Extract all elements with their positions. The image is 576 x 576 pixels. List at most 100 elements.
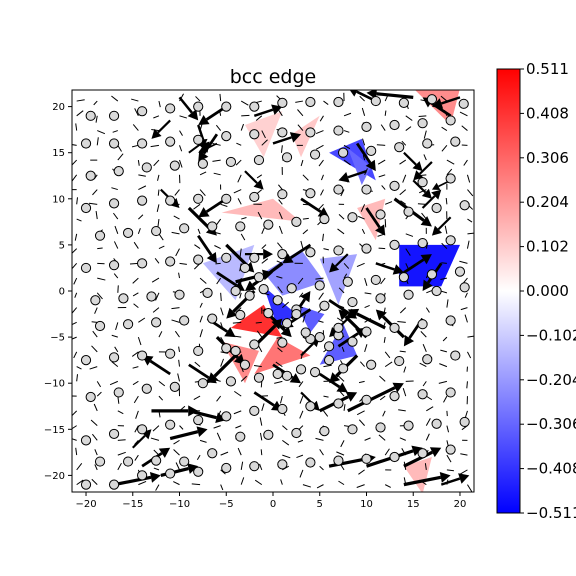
atom-marker — [319, 426, 330, 437]
background-arrow — [384, 484, 391, 488]
plot-background — [72, 90, 474, 492]
background-arrow — [261, 244, 267, 249]
background-arrow — [152, 307, 160, 313]
atom-marker — [361, 453, 372, 464]
background-arrow — [152, 425, 160, 432]
background-arrow — [96, 137, 99, 146]
background-arrow — [315, 144, 324, 150]
atom-marker — [137, 424, 148, 435]
background-arrow — [261, 139, 268, 146]
x-tick-label: 20 — [454, 499, 467, 510]
background-arrow — [320, 174, 324, 181]
background-arrow — [91, 345, 98, 353]
atom-marker — [80, 479, 92, 490]
background-arrow — [282, 454, 291, 459]
background-arrow — [297, 439, 304, 443]
background-arrow — [171, 231, 180, 235]
atom-marker — [361, 121, 372, 132]
atom-marker — [347, 212, 358, 223]
background-arrow — [138, 214, 144, 220]
y-tick-label: −20 — [44, 471, 65, 482]
background-arrow — [235, 159, 242, 166]
background-arrow — [282, 439, 290, 446]
background-arrow — [91, 321, 98, 323]
colorbar-tick-label: 0.000 — [526, 282, 569, 300]
background-arrow — [380, 124, 386, 131]
atom-marker — [108, 428, 120, 440]
background-arrow — [193, 203, 201, 210]
background-arrow — [137, 336, 142, 346]
atom-marker — [450, 350, 461, 361]
atom-marker — [370, 95, 381, 107]
background-arrow — [255, 115, 263, 121]
background-arrow — [420, 331, 427, 338]
background-arrow — [256, 100, 262, 103]
displacement-arrow — [431, 216, 452, 236]
background-arrow — [460, 307, 468, 311]
background-arrow — [213, 172, 221, 176]
atom-marker — [291, 427, 302, 439]
background-arrow — [74, 292, 78, 298]
background-arrow — [138, 317, 146, 323]
field-patch — [399, 244, 460, 287]
background-arrow — [300, 351, 304, 360]
atom-marker — [80, 202, 92, 214]
displacement-arrow — [188, 363, 217, 384]
background-arrow — [239, 292, 242, 299]
background-arrow — [275, 361, 283, 368]
background-arrow — [240, 123, 245, 131]
background-arrow — [193, 395, 201, 401]
background-arrow — [97, 130, 106, 135]
background-arrow — [133, 241, 139, 249]
background-arrow — [378, 174, 386, 178]
background-arrow — [379, 395, 386, 401]
background-arrow — [383, 337, 386, 343]
displacement-arrow — [282, 243, 312, 264]
background-arrow — [91, 433, 98, 441]
background-arrow — [403, 461, 407, 470]
background-arrow — [240, 233, 246, 241]
background-arrow — [234, 390, 242, 397]
background-arrow — [276, 275, 283, 279]
atom-marker — [108, 110, 120, 121]
background-arrow — [360, 204, 366, 212]
background-arrow — [382, 410, 386, 417]
atom-marker — [122, 227, 134, 239]
background-arrow — [72, 248, 78, 254]
background-arrow — [173, 481, 180, 486]
background-arrow — [213, 425, 221, 429]
atom-marker — [249, 101, 260, 112]
atom-marker — [305, 457, 316, 468]
background-arrow — [323, 410, 329, 417]
atom-marker — [333, 322, 344, 333]
atom-marker — [108, 138, 120, 149]
background-arrow — [153, 449, 160, 456]
chart-title: bcc edge — [230, 66, 317, 88]
background-arrow — [340, 189, 345, 197]
background-arrow — [399, 437, 406, 441]
atom-marker — [370, 274, 381, 286]
background-arrow — [377, 233, 386, 237]
background-arrow — [405, 115, 413, 121]
atom-marker — [277, 337, 288, 348]
displacement-arrow — [347, 308, 386, 330]
background-arrow — [317, 203, 324, 211]
background-arrow — [220, 358, 225, 367]
plot-area — [72, 90, 474, 492]
background-arrow — [364, 344, 368, 352]
atom-marker — [244, 290, 255, 301]
background-arrow — [425, 433, 430, 441]
background-arrow — [158, 380, 166, 387]
atom-marker — [291, 216, 302, 227]
background-arrow — [113, 241, 119, 249]
background-arrow — [425, 307, 430, 313]
background-arrow — [114, 346, 119, 353]
background-arrow — [364, 304, 370, 309]
background-arrow — [214, 245, 221, 250]
background-arrow — [194, 214, 201, 220]
y-tick-label: −10 — [44, 379, 65, 390]
background-arrow — [199, 315, 203, 323]
background-arrow — [338, 213, 345, 220]
atom-marker — [272, 368, 283, 380]
background-arrow — [337, 228, 345, 235]
